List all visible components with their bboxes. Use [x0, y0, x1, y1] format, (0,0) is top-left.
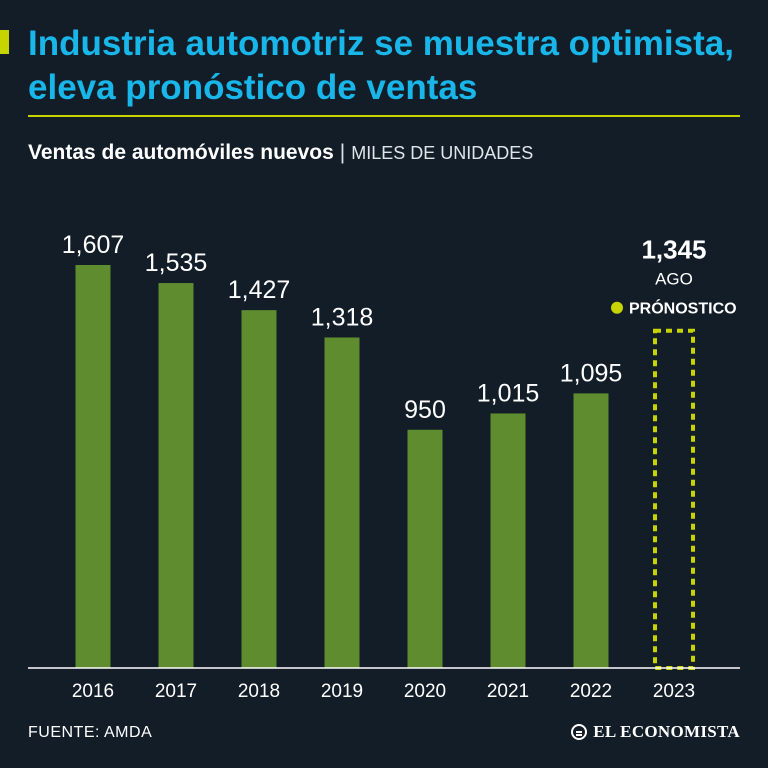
forecast-period-label: AGO: [655, 270, 693, 289]
x-tick-2017: 2017: [155, 681, 197, 702]
chart-subtitle: Ventas de automóviles nuevos | MILES DE UN…: [28, 139, 533, 167]
bar-2022: [573, 393, 609, 668]
page-title: Industria automotriz se muestra optimist…: [28, 24, 734, 107]
x-tick-2016: 2016: [72, 681, 114, 702]
title-divider: [28, 115, 740, 117]
data-label-2016: 1,607: [62, 231, 125, 259]
x-tick-2020: 2020: [404, 681, 446, 702]
bar-2020: [407, 429, 443, 668]
forecast-legend-dot: [611, 301, 623, 314]
data-label-2017: 1,535: [145, 249, 208, 277]
x-tick-2022: 2022: [570, 681, 612, 702]
x-tick-2021: 2021: [487, 681, 529, 702]
x-tick-2018: 2018: [238, 681, 280, 702]
data-label-2022: 1,095: [560, 359, 623, 387]
bar-forecast-2023: [653, 328, 695, 670]
source-note: FUENTE: AMDA: [28, 724, 153, 741]
chart-title: Ventas de automóviles nuevos: [28, 141, 334, 164]
bar-2016: [75, 265, 111, 668]
title-accent-bar: [0, 30, 9, 54]
forecast-legend-label: PRÓNOSTICO: [629, 299, 737, 318]
bar-2018: [241, 310, 277, 668]
brand-name: EL ECONOMISTA: [593, 722, 740, 741]
data-label-2019: 1,318: [311, 303, 374, 331]
x-tick-2023: 2023: [653, 681, 695, 702]
data-label-2018: 1,427: [228, 276, 291, 304]
chart-units: MILES DE UNIDADES: [351, 143, 534, 163]
el-economista-logo-icon: [571, 724, 588, 740]
data-label-2020: 950: [404, 396, 446, 424]
subtitle-separator: |: [339, 141, 346, 164]
bar-2017: [158, 283, 194, 668]
brand-logo: EL ECONOMISTA: [571, 722, 740, 742]
data-label-2021: 1,015: [477, 379, 540, 407]
bar-2021: [490, 413, 526, 668]
bar-2019: [324, 337, 360, 668]
x-tick-2019: 2019: [321, 681, 363, 702]
forecast-value-label: 1,345: [641, 235, 706, 265]
